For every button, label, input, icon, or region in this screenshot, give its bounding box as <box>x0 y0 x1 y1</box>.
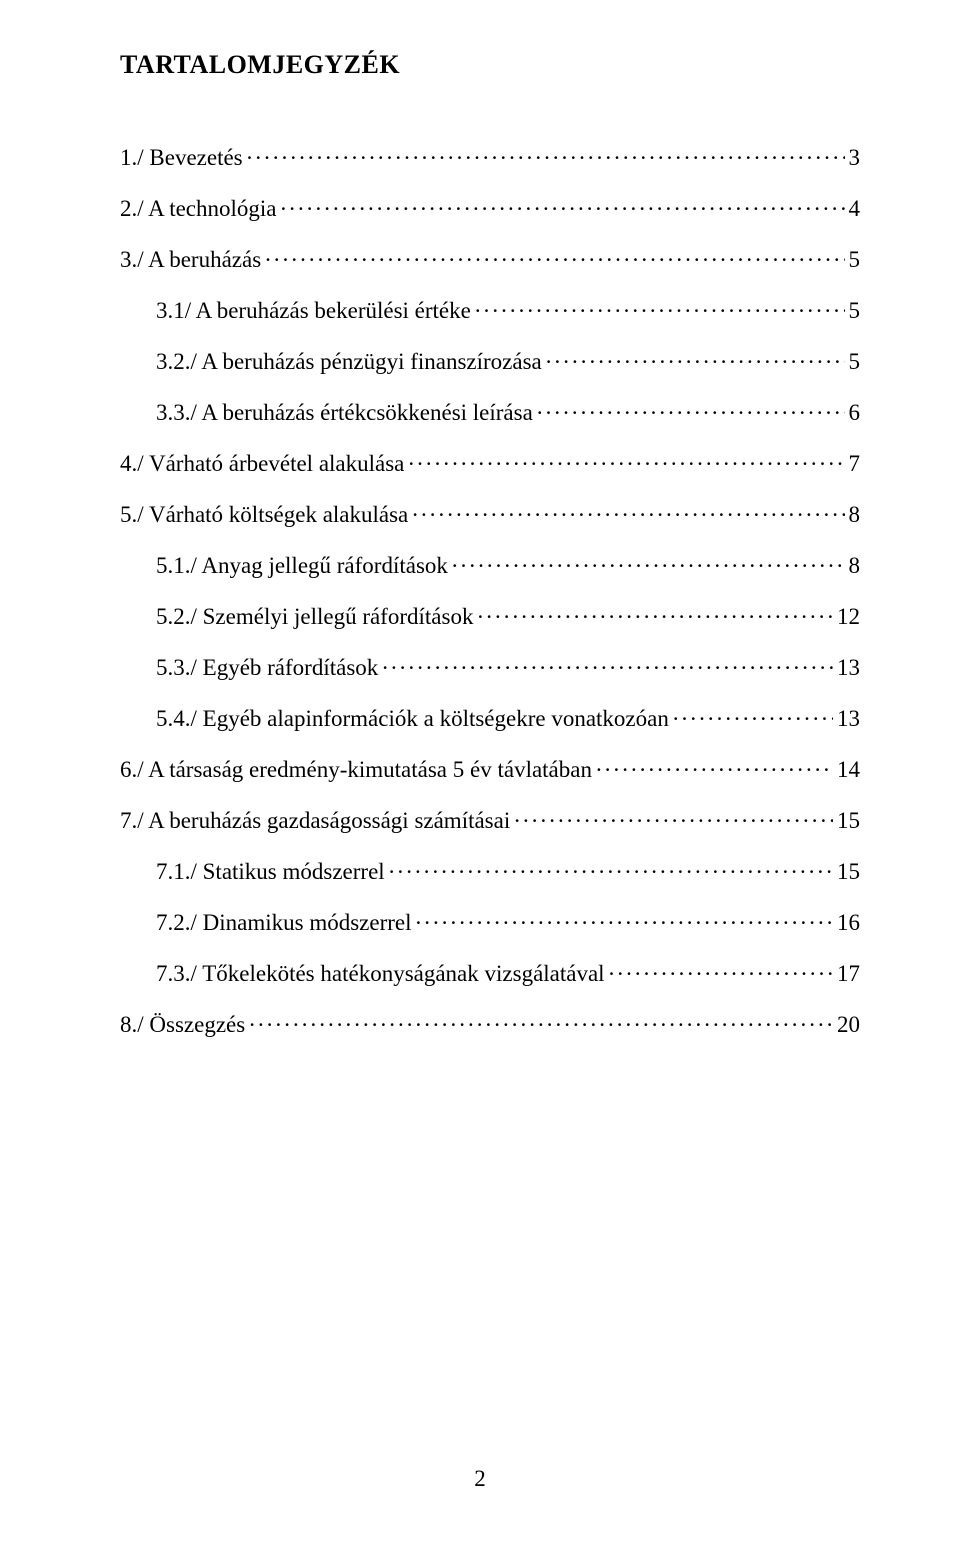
toc-leader-dots <box>609 958 833 981</box>
toc-leader-dots <box>477 601 833 624</box>
toc-entry: 5./ Várható költségek alakulása 8 <box>120 499 860 528</box>
toc-page-number: 4 <box>849 196 861 222</box>
toc-entry: 3./ A beruházás 5 <box>120 244 860 273</box>
toc-entry: 3.3./ A beruházás értékcsökkenési leírás… <box>120 397 860 426</box>
toc-page-number: 5 <box>849 349 861 375</box>
toc-leader-dots <box>265 244 844 267</box>
toc-label: 7.1./ Statikus módszerrel <box>156 859 385 885</box>
toc-label: 3.2./ A beruházás pénzügyi finanszírozás… <box>156 349 542 375</box>
toc-page-number: 14 <box>837 757 860 783</box>
toc-page-number: 12 <box>837 604 860 630</box>
toc-label: 5.2./ Személyi jellegű ráfordítások <box>156 604 473 630</box>
toc-page-number: 17 <box>837 961 860 987</box>
toc-leader-dots <box>452 550 845 573</box>
toc-entry: 2./ A technológia 4 <box>120 193 860 222</box>
toc-leader-dots <box>408 448 844 471</box>
toc-page-number: 3 <box>849 145 861 171</box>
toc-leader-dots <box>546 346 845 369</box>
toc-label: 1./ Bevezetés <box>120 145 243 171</box>
toc-label: 5.3./ Egyéb ráfordítások <box>156 655 378 681</box>
toc-leader-dots <box>537 397 845 420</box>
toc-leader-dots <box>382 652 833 675</box>
toc-entry: 7./ A beruházás gazdaságossági számítása… <box>120 805 860 834</box>
toc-label: 2./ A technológia <box>120 196 277 222</box>
toc-page-number: 15 <box>837 808 860 834</box>
toc-label: 3.3./ A beruházás értékcsökkenési leírás… <box>156 400 533 426</box>
toc-leader-dots <box>596 754 833 777</box>
toc-page-number: 13 <box>837 706 860 732</box>
toc-entry: 4./ Várható árbevétel alakulása 7 <box>120 448 860 477</box>
toc-label: 7.2./ Dinamikus módszerrel <box>156 910 412 936</box>
toc-leader-dots <box>247 142 845 165</box>
toc-label: 6./ A társaság eredmény-kimutatása 5 év … <box>120 757 592 783</box>
page-number: 2 <box>0 1466 960 1492</box>
toc-page-number: 15 <box>837 859 860 885</box>
toc-entry: 3.1/ A beruházás bekerülési értéke 5 <box>120 295 860 324</box>
toc-label: 5.4./ Egyéb alapinformációk a költségekr… <box>156 706 669 732</box>
toc-entry: 5.1./ Anyag jellegű ráfordítások 8 <box>120 550 860 579</box>
toc-label: 8./ Összegzés <box>120 1012 245 1038</box>
toc-page-number: 20 <box>837 1012 860 1038</box>
toc-leader-dots <box>412 499 844 522</box>
toc-leader-dots <box>281 193 845 216</box>
toc-label: 7.3./ Tőkelekötés hatékonyságának vizsgá… <box>156 961 605 987</box>
toc-page-number: 8 <box>849 553 861 579</box>
toc-label: 3./ A beruházás <box>120 247 261 273</box>
toc-page-number: 5 <box>849 247 861 273</box>
toc-leader-dots <box>249 1009 833 1032</box>
toc-leader-dots <box>514 805 833 828</box>
toc-entry: 5.4./ Egyéb alapinformációk a költségekr… <box>120 703 860 732</box>
toc-page-number: 16 <box>837 910 860 936</box>
toc-entry: 8./ Összegzés 20 <box>120 1009 860 1038</box>
toc-entry: 5.2./ Személyi jellegű ráfordítások 12 <box>120 601 860 630</box>
toc-entry: 1./ Bevezetés 3 <box>120 142 860 171</box>
toc-page-number: 7 <box>849 451 861 477</box>
toc-entry: 3.2./ A beruházás pénzügyi finanszírozás… <box>120 346 860 375</box>
toc-label: 3.1/ A beruházás bekerülési értéke <box>156 298 471 324</box>
toc-page-number: 8 <box>849 502 861 528</box>
toc-page-number: 13 <box>837 655 860 681</box>
toc-leader-dots <box>673 703 833 726</box>
toc-label: 7./ A beruházás gazdaságossági számítása… <box>120 808 510 834</box>
toc-page-number: 6 <box>849 400 861 426</box>
document-page: TARTALOMJEGYZÉK 1./ Bevezetés 3 2./ A tech… <box>0 0 960 1544</box>
toc-label: 5.1./ Anyag jellegű ráfordítások <box>156 553 448 579</box>
toc-leader-dots <box>416 907 833 930</box>
toc-entry: 7.1./ Statikus módszerrel 15 <box>120 856 860 885</box>
toc-leader-dots <box>475 295 845 318</box>
table-of-contents: 1./ Bevezetés 3 2./ A technológia 4 3./ A be… <box>120 142 860 1038</box>
toc-label: 4./ Várható árbevétel alakulása <box>120 451 404 477</box>
toc-leader-dots <box>389 856 833 879</box>
toc-entry: 6./ A társaság eredmény-kimutatása 5 év … <box>120 754 860 783</box>
toc-label: 5./ Várható költségek alakulása <box>120 502 408 528</box>
toc-page-number: 5 <box>849 298 861 324</box>
toc-title: TARTALOMJEGYZÉK <box>120 50 860 80</box>
toc-entry: 7.3./ Tőkelekötés hatékonyságának vizsgá… <box>120 958 860 987</box>
toc-entry: 7.2./ Dinamikus módszerrel 16 <box>120 907 860 936</box>
toc-entry: 5.3./ Egyéb ráfordítások 13 <box>120 652 860 681</box>
